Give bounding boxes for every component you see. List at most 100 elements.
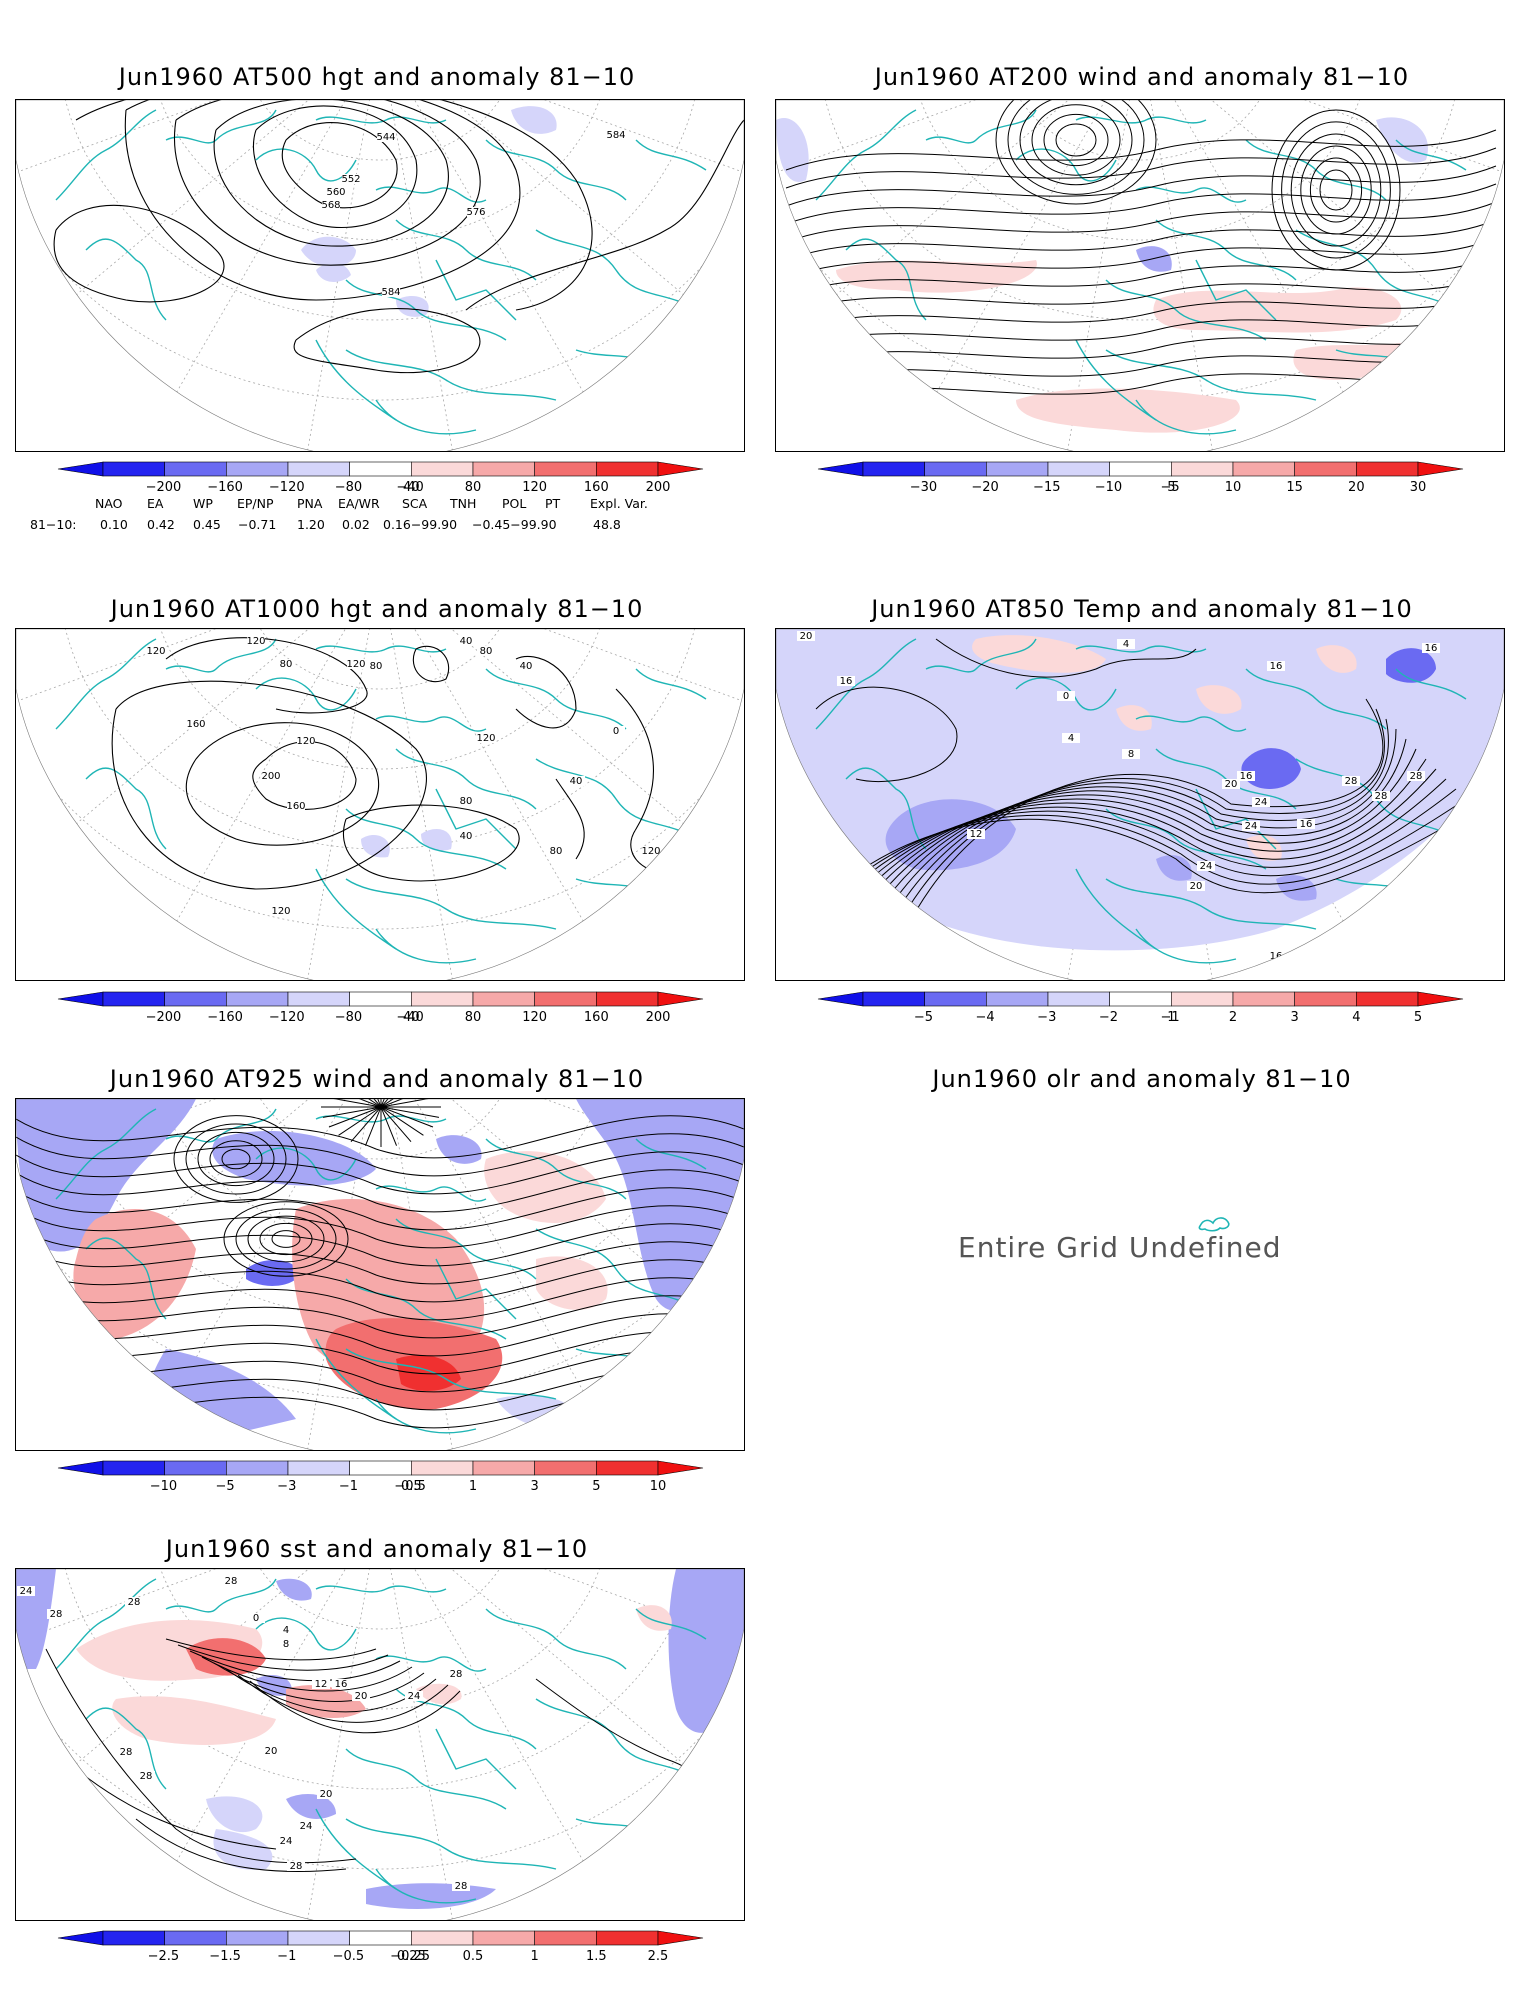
map-sst-content: 24 28 28 28 0 4 8 12 16 20 24 28 20 28 28 24 20 24 28 28 [16, 1569, 744, 1920]
colorbar-tick-label: −0.25 [390, 1949, 430, 1964]
coastline-4 [315, 645, 447, 653]
contour-label: 24 [1245, 821, 1258, 832]
contour-label: 544 [376, 132, 395, 143]
colorbar-tick-label: 4 [1352, 1010, 1360, 1025]
anomaly-patch-7 [972, 635, 1106, 673]
contour-label: 120 [641, 846, 660, 857]
colorbar-tick-label: −3 [277, 1479, 296, 1494]
colorbar-tick-label: 120 [522, 480, 547, 495]
hemisphere-outline [16, 1099, 744, 1450]
contour-label: 80 [480, 646, 493, 657]
coastlines [815, 109, 1467, 435]
colorbar-tick-label: −1 [339, 1479, 358, 1494]
map-at500-canvas: 544 552 560 568 576 584 584 [16, 100, 744, 451]
contour-6 [53, 204, 225, 303]
hemisphere-outline [16, 100, 744, 451]
coastline-15 [375, 399, 477, 435]
colorbar-at850: −5 −4 −3 −2 −1 1 2 3 4 5 [817, 990, 1464, 1025]
contour-label: 40 [460, 831, 473, 842]
coastline-6 [395, 1218, 537, 1280]
colorbar-blocks [57, 1460, 704, 1476]
contour-0 [281, 122, 398, 209]
map-at200-content [776, 100, 1504, 451]
contour-7 [249, 1680, 461, 1734]
contour-label: 16 [1240, 771, 1253, 782]
meridian-60 [379, 629, 681, 980]
colorbar-arrow-right [657, 1930, 704, 1946]
contour-label: 40 [520, 661, 533, 672]
colorbar-arrow-left [57, 991, 104, 1007]
colorbar-block-2 [986, 461, 1049, 477]
contour-2 [165, 637, 368, 714]
contour-5 [845, 758, 1427, 930]
contour-label: 576 [466, 207, 485, 218]
colorbar-tick-label: 160 [584, 480, 609, 495]
tc-header-eawr: EA/WR [338, 496, 380, 511]
contour-label: 20 [800, 631, 813, 642]
coastline-15 [1135, 928, 1237, 964]
coastline-13 [635, 139, 707, 171]
contour-label: 16 [1300, 819, 1313, 830]
colorbar-block-1 [924, 991, 987, 1007]
contour-8 [465, 119, 744, 311]
contour-10 [135, 1818, 347, 1873]
streamline-9 [785, 291, 1497, 333]
coastline-2 [165, 1578, 277, 1613]
meridian-140 [16, 629, 381, 955]
colorbar-tick-label: 200 [646, 480, 671, 495]
anomaly-patch-13 [276, 1578, 312, 1601]
anomaly-patch-8 [1196, 685, 1242, 714]
meridian-100 [275, 100, 381, 451]
anomaly-patch-8 [206, 1796, 263, 1833]
contour-label: 28 [1345, 776, 1358, 787]
anomaly-patch-7 [396, 1355, 461, 1391]
coastline-11 [535, 1698, 697, 1780]
coastline-11 [1295, 229, 1457, 311]
contour-label: 552 [341, 174, 360, 185]
contour-5 [75, 100, 593, 311]
contour-label: 28 [128, 1597, 141, 1608]
anomaly-patch-4 [246, 1259, 301, 1286]
coastline-0 [55, 109, 157, 201]
streamline-30 [380, 1106, 412, 1142]
colorbar-tick-label: −10 [1095, 480, 1122, 495]
contour-1 [805, 798, 1467, 930]
colorbar-tick-label: −2 [1099, 1010, 1118, 1025]
anomaly-patch-4 [1386, 648, 1436, 683]
contour-2 [815, 788, 1457, 930]
contour-label: 28 [140, 1771, 153, 1782]
coastline-1 [845, 238, 927, 321]
colorbar-tick-label: −160 [207, 1010, 243, 1025]
contour-label: 28 [1410, 771, 1423, 782]
colorbar-block-8 [596, 991, 659, 1007]
streamline-10 [785, 309, 1497, 351]
contour-label: 28 [120, 1747, 133, 1758]
contour-3 [174, 100, 481, 266]
anomaly-patch-6 [1276, 875, 1317, 901]
anomaly-patch-9 [484, 1151, 606, 1223]
panel-title-at925: Jun1960 AT925 wind and anomaly 81−10 [109, 1065, 645, 1093]
coastline-11 [535, 229, 697, 311]
coastline-0 [55, 638, 157, 730]
contour-8 [555, 778, 585, 860]
contour-0 [165, 1638, 377, 1661]
colorbar-arrow-right [1417, 461, 1464, 477]
colorbar-block-6 [472, 461, 535, 477]
colorbar-block-5 [411, 991, 474, 1007]
contour-label: 0 [1063, 691, 1069, 702]
colorbar-tick-label: −160 [207, 480, 243, 495]
contour-label: 20 [1225, 779, 1238, 790]
coastline-14 [1195, 788, 1277, 850]
map-sst: 24 28 28 28 0 4 8 12 16 20 24 28 20 28 28 24 20 24 28 28 [15, 1568, 745, 1921]
map-at500-content: 544 552 560 568 576 584 584 [16, 100, 744, 451]
colorbar-block-5 [1171, 991, 1234, 1007]
tc-value-nao: 0.10 [100, 517, 128, 532]
coastline-4 [315, 116, 447, 124]
colorbar-blocks [57, 461, 704, 477]
streamline-5 [785, 219, 1497, 261]
meridian-60 [379, 100, 681, 451]
contour-label: 0 [253, 1613, 259, 1624]
streamline-27 [380, 1106, 440, 1118]
